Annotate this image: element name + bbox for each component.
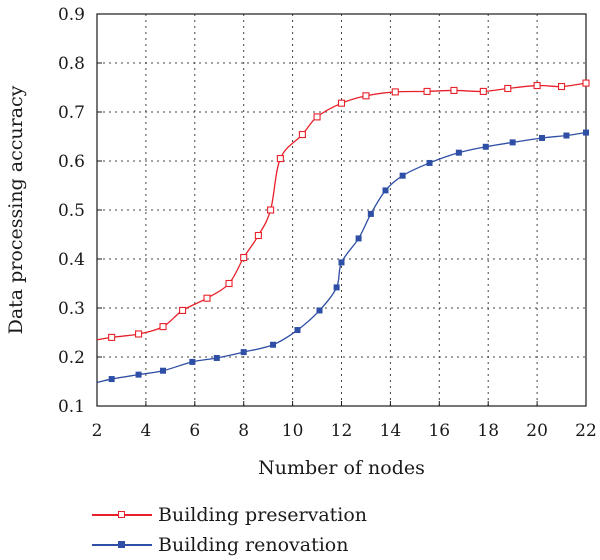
data-point	[294, 327, 301, 334]
y-axis-label: Data processing accuracy	[5, 85, 27, 334]
series-building-preservation	[96, 79, 590, 341]
data-point	[338, 259, 345, 266]
y-tick-label: 0.9	[58, 5, 85, 25]
data-point	[538, 134, 545, 141]
data-point	[557, 82, 566, 91]
data-point	[270, 341, 277, 348]
data-point	[482, 143, 489, 150]
data-point	[455, 149, 462, 156]
data-point	[225, 279, 233, 288]
data-point	[391, 88, 399, 96]
legend-swatch-preservation	[92, 508, 152, 522]
legend-label-renovation: Building renovation	[158, 534, 349, 556]
y-tick-label: 0.8	[58, 54, 85, 74]
data-point	[159, 323, 167, 331]
data-point	[355, 235, 362, 242]
data-point	[316, 307, 323, 314]
data-point	[267, 206, 275, 214]
data-point	[333, 284, 340, 291]
y-tick-label: 0.7	[58, 103, 85, 123]
data-point	[298, 130, 306, 139]
data-point	[509, 139, 516, 146]
y-tick-label: 0.4	[58, 250, 85, 270]
x-tick-label: 18	[477, 421, 499, 441]
data-point	[382, 187, 389, 194]
data-point	[108, 333, 116, 341]
data-point	[399, 172, 406, 179]
data-point	[254, 231, 262, 240]
data-point	[203, 294, 211, 302]
y-tick-label: 0.5	[58, 201, 85, 221]
data-point	[160, 367, 167, 374]
y-tick-label: 0.1	[58, 397, 85, 417]
legend-item-building-preservation: Building preservation	[92, 500, 367, 530]
data-point	[367, 210, 374, 217]
x-tick-label: 12	[331, 421, 353, 441]
series-line	[96, 82, 587, 341]
grid-lines	[97, 14, 586, 406]
legend-swatch-renovation	[92, 538, 152, 552]
data-point	[108, 376, 115, 383]
legend: Building preservation Building renovatio…	[92, 500, 367, 560]
x-tick-label: 2	[92, 421, 103, 441]
x-tick-label: 16	[428, 421, 450, 441]
data-point	[179, 306, 187, 315]
series-layer	[96, 79, 590, 384]
data-point	[479, 87, 487, 95]
data-point	[135, 330, 143, 338]
x-tick-label: 20	[526, 421, 548, 441]
series-building-renovation	[96, 129, 589, 384]
y-tick-label: 0.6	[58, 152, 85, 172]
data-point	[135, 371, 142, 378]
data-point	[240, 349, 247, 356]
x-axis-label: Number of nodes	[258, 457, 425, 479]
legend-item-building-renovation: Building renovation	[92, 530, 367, 560]
data-point	[583, 129, 589, 136]
data-point	[423, 87, 431, 95]
data-point	[450, 86, 458, 94]
data-point	[213, 354, 220, 361]
data-point	[582, 79, 590, 87]
data-point	[240, 253, 248, 262]
x-tick-label: 10	[282, 421, 304, 441]
axis-ticks: 2 4 6 8 10 12 14 16 18 20 22 0.1 0.2 0.3 0.4 0.5 0.6 0.7 0…	[58, 5, 597, 441]
data-point	[313, 113, 321, 121]
data-point	[426, 159, 433, 166]
x-tick-label: 4	[140, 421, 151, 441]
x-tick-label: 14	[380, 421, 402, 441]
data-point	[504, 84, 512, 93]
x-tick-label: 6	[189, 421, 200, 441]
data-point	[337, 99, 346, 107]
data-point	[533, 81, 541, 90]
data-point	[362, 92, 370, 100]
data-point	[276, 155, 284, 163]
y-tick-label: 0.2	[58, 348, 85, 368]
legend-label-preservation: Building preservation	[158, 504, 368, 526]
x-tick-label: 22	[575, 421, 597, 441]
data-point	[563, 132, 570, 139]
x-tick-label: 8	[238, 421, 249, 441]
line-chart: 2 4 6 8 10 12 14 16 18 20 22 0.1 0.2 0.3 0.4 0.5 0.6 0.7 0…	[5, 5, 597, 479]
y-tick-label: 0.3	[58, 299, 85, 319]
data-point	[189, 358, 196, 365]
